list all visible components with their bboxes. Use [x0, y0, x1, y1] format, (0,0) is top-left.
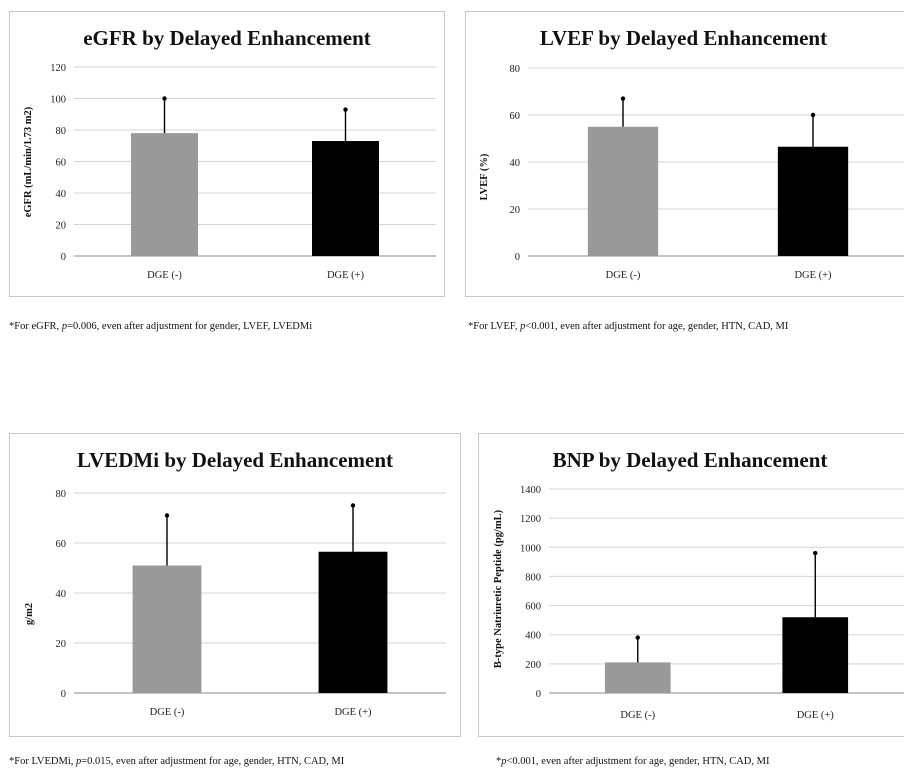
- x-tick-label: DGE (+): [797, 710, 835, 721]
- bar: [132, 565, 202, 693]
- chart-panel-bnp: BNP by Delayed Enhancement 0 200 400 600 800…: [478, 433, 904, 737]
- x-tick-label: DGE (-): [147, 270, 182, 281]
- y-tick-label: 0: [536, 689, 541, 700]
- bar: [587, 126, 659, 256]
- footnote-p: p: [501, 756, 507, 767]
- y-tick-label: 120: [50, 63, 66, 74]
- error-bar-cap: [813, 550, 818, 556]
- bar: [131, 133, 198, 256]
- error-bar-cap: [810, 112, 816, 118]
- footnote-lvedmi: *For LVEDMi, p=0.015, even after adjustm…: [9, 756, 344, 767]
- footnote-lvef: *For LVEF, p<0.001, even after adjustmen…: [468, 321, 788, 332]
- x-tick-label: DGE (-): [620, 710, 655, 721]
- y-tick-label: 20: [56, 639, 67, 650]
- y-axis-label: g/m2: [24, 603, 35, 625]
- chart-plot-bnp: 0 200 400 600 800 1000 1200 1400 B-type Natriure…: [493, 485, 904, 721]
- chart-panel-lvef: LVEF by Delayed Enhancement 0 20 40 60 80 LVE…: [465, 11, 904, 297]
- chart-title: LVEF by Delayed Enhancement: [539, 26, 828, 50]
- y-tick-label: 60: [510, 111, 521, 122]
- footnote-text: *For LVEDMi,: [9, 756, 76, 767]
- footnote-p: p: [76, 756, 82, 767]
- y-tick-label: 1400: [520, 485, 541, 496]
- bar: [318, 551, 388, 693]
- chart-panel-lvedmi: LVEDMi by Delayed Enhancement 0 20 40 60 80 g…: [9, 433, 461, 737]
- y-axis-label: eGFR (mL/min/1.73 m2): [23, 106, 34, 217]
- y-tick-label: 400: [525, 631, 541, 642]
- x-tick-label: DGE (+): [327, 270, 365, 281]
- y-tick-label: 60: [56, 539, 67, 550]
- y-tick-label: 0: [61, 689, 66, 700]
- x-tick-label: DGE (+): [794, 270, 832, 281]
- y-axis-label: LVEF (%): [479, 153, 490, 200]
- chart-plot-lvef: 0 20 40 60 80 LVEF (%) DGE (-) DGE (+): [479, 64, 904, 281]
- y-tick-label: 40: [510, 158, 521, 169]
- error-bar-cap: [343, 107, 348, 112]
- bar: [777, 146, 849, 256]
- chart-panel-egfr: eGFR by Delayed Enhancement 0 20 40 60 80 100…: [9, 11, 445, 297]
- y-tick-label: 100: [50, 95, 66, 106]
- y-tick-label: 600: [525, 602, 541, 613]
- footnote-text: =0.006, even after adjustment for gender…: [67, 321, 313, 332]
- y-tick-label: 80: [56, 126, 67, 137]
- footnote-text: *For LVEF,: [468, 321, 521, 332]
- bar: [782, 617, 849, 693]
- chart-title: LVEDMi by Delayed Enhancement: [77, 448, 393, 472]
- footnote-text: =0.015, even after adjustment for age, g…: [81, 756, 345, 767]
- chart-plot-lvedmi: 0 20 40 60 80 g/m2 DGE (-) DGE (+): [24, 489, 446, 718]
- error-bar-cap: [620, 96, 626, 101]
- y-tick-label: 80: [56, 489, 67, 500]
- y-axis-label: B-type Natriuretic Peptide (pg/mL): [493, 509, 504, 668]
- bar: [312, 141, 379, 256]
- footnote-egfr: *For eGFR, p=0.006, even after adjustmen…: [9, 321, 312, 332]
- y-tick-label: 80: [510, 64, 521, 75]
- x-tick-label: DGE (+): [334, 707, 372, 718]
- x-tick-label: DGE (-): [150, 707, 185, 718]
- y-tick-label: 200: [525, 660, 541, 671]
- y-tick-label: 20: [56, 221, 67, 232]
- error-bar-cap: [162, 96, 167, 101]
- footnote-text: *: [496, 756, 502, 767]
- y-tick-label: 40: [56, 189, 67, 200]
- footnote-text: <0.001, even after adjustment for age, g…: [525, 321, 789, 332]
- footnote-text: <0.001, even after adjustment for age, g…: [506, 756, 770, 767]
- error-bar-cap: [350, 503, 356, 508]
- y-tick-label: 40: [56, 589, 67, 600]
- x-tick-label: DGE (-): [606, 270, 641, 281]
- chart-plot-egfr: 0 20 40 60 80 100 120 eGFR (mL/min/1.73 m2) DGE …: [23, 63, 436, 281]
- y-tick-label: 0: [61, 252, 66, 263]
- footnote-p: p: [520, 321, 526, 332]
- y-tick-label: 1200: [520, 514, 541, 525]
- chart-title: eGFR by Delayed Enhancement: [83, 26, 371, 50]
- y-tick-label: 0: [515, 252, 520, 263]
- y-tick-label: 20: [510, 205, 521, 216]
- error-bar-cap: [164, 513, 170, 518]
- y-tick-label: 60: [56, 158, 67, 169]
- y-tick-label: 800: [525, 572, 541, 583]
- chart-title: BNP by Delayed Enhancement: [552, 448, 828, 472]
- error-bar-cap: [635, 635, 640, 640]
- footnote-bnp: *p<0.001, even after adjustment for age,…: [496, 756, 769, 767]
- footnote-text: *For eGFR,: [9, 321, 62, 332]
- y-tick-label: 1000: [520, 543, 541, 554]
- footnote-p: p: [61, 321, 68, 332]
- bar: [604, 662, 671, 693]
